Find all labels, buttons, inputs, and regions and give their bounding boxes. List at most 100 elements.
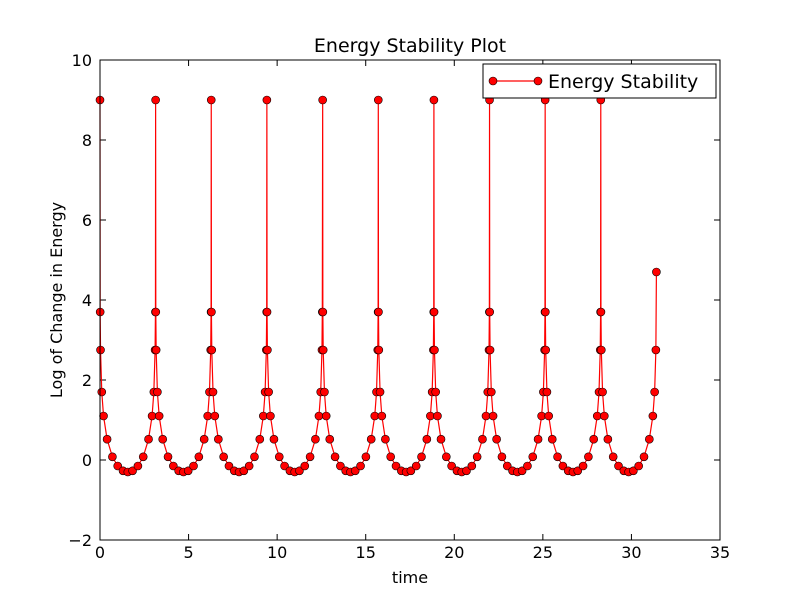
data-point	[648, 411, 658, 421]
data-point	[430, 345, 439, 355]
data-point	[542, 387, 552, 397]
x-tick-label: 20	[444, 543, 464, 562]
data-point	[263, 345, 272, 355]
data-point	[598, 387, 607, 397]
data-point	[487, 387, 496, 397]
x-tick-label: 15	[356, 543, 376, 562]
data-point	[381, 434, 390, 444]
data-point	[462, 466, 471, 476]
data-point	[502, 461, 512, 471]
data-point	[158, 434, 168, 444]
x-tick-label: 25	[533, 543, 553, 562]
x-tick-label: 10	[267, 543, 287, 562]
data-point	[553, 452, 562, 462]
data-point	[305, 452, 315, 462]
data-point	[541, 345, 550, 355]
data-point	[573, 466, 583, 476]
data-point	[274, 452, 284, 462]
data-point	[411, 461, 421, 471]
data-point	[169, 461, 178, 471]
data-point	[391, 461, 401, 471]
data-point	[108, 452, 117, 462]
data-point	[652, 267, 661, 277]
data-point	[183, 466, 193, 476]
legend-marker	[488, 76, 498, 86]
data-point	[645, 434, 654, 444]
data-point	[318, 345, 328, 355]
data-point	[113, 461, 123, 471]
data-point	[377, 411, 387, 421]
data-point	[269, 434, 279, 444]
data-point	[597, 345, 606, 355]
data-point	[356, 461, 365, 471]
data-point	[208, 387, 218, 397]
data-point	[375, 387, 385, 397]
data-point	[634, 461, 643, 471]
data-point	[99, 411, 108, 421]
data-point	[558, 461, 568, 471]
x-tick-label: 5	[183, 543, 193, 562]
data-point	[478, 434, 487, 444]
data-point	[128, 466, 137, 476]
data-point	[255, 434, 265, 444]
data-point	[262, 307, 272, 317]
data-point	[436, 434, 446, 444]
data-point	[442, 452, 451, 462]
data-point	[517, 466, 527, 476]
data-point	[650, 387, 659, 397]
chart-title: Energy Stability Plot	[314, 35, 506, 57]
data-point	[429, 307, 439, 317]
data-point	[262, 95, 272, 105]
legend-label: Energy Stability	[548, 71, 698, 93]
data-point	[497, 452, 507, 462]
data-point	[467, 461, 477, 471]
data-point	[533, 434, 543, 444]
data-point	[374, 345, 384, 355]
data-point	[584, 452, 593, 462]
data-point	[210, 411, 220, 421]
data-point	[578, 461, 588, 471]
y-tick-label: 6	[82, 211, 92, 230]
data-point	[488, 411, 498, 421]
data-point	[485, 307, 495, 317]
data-point	[219, 452, 228, 462]
data-point	[547, 434, 557, 444]
data-point	[528, 452, 538, 462]
y-tick-label: 0	[82, 451, 92, 470]
x-tick-label: 30	[621, 543, 641, 562]
data-point	[429, 95, 439, 105]
data-point	[194, 452, 204, 462]
data-point	[318, 307, 328, 317]
x-axis-label: time	[392, 568, 428, 587]
data-point	[608, 452, 618, 462]
data-point	[374, 307, 383, 317]
y-tick-label: −2	[68, 531, 92, 550]
data-point	[138, 452, 148, 462]
data-point	[366, 434, 376, 444]
legend-marker	[533, 76, 543, 86]
y-tick-label: 10	[72, 51, 92, 70]
data-point	[102, 434, 112, 444]
data-point	[214, 434, 223, 444]
data-point	[224, 461, 234, 471]
data-point	[639, 452, 649, 462]
data-point	[614, 461, 623, 471]
data-point	[266, 411, 275, 421]
data-point	[163, 452, 173, 462]
data-point	[264, 387, 273, 397]
data-point	[244, 461, 254, 471]
data-point	[651, 345, 661, 355]
data-point	[320, 387, 329, 397]
data-point	[386, 452, 395, 462]
data-point	[485, 345, 495, 355]
data-point	[133, 461, 143, 471]
data-point	[295, 466, 304, 476]
data-point	[207, 345, 217, 355]
plot-frame	[99, 59, 721, 541]
data-point	[207, 307, 216, 317]
data-point	[422, 434, 432, 444]
data-point	[492, 434, 501, 444]
data-point	[544, 411, 554, 421]
